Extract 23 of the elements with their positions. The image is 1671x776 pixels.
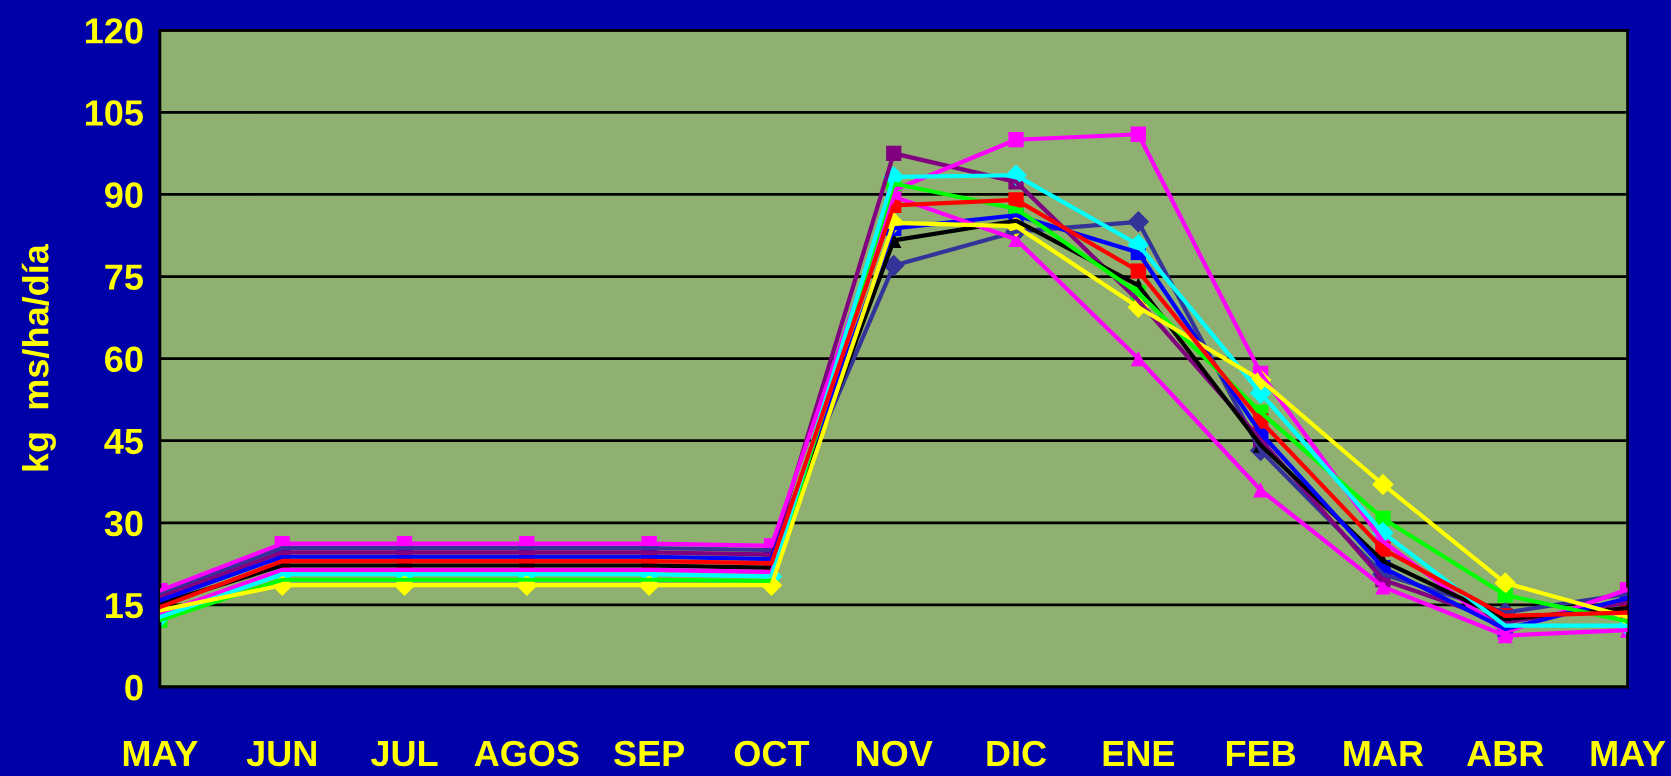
y-tick-label: 30 [104,510,143,537]
x-tick-label: NOV [857,740,933,767]
y-tick-label: 0 [125,674,143,701]
y-axis-title: kg ms/ha/día [21,244,56,471]
y-tick-label: 120 [85,18,143,44]
x-tick-label: JUL [370,741,438,767]
y-tick-label: 60 [105,346,143,373]
x-tick-label: ENE [1103,741,1175,766]
x-tick-label: MAY [123,741,198,766]
x-tick-label: DIC [987,740,1047,767]
y-tick-label: 90 [105,182,143,208]
x-tick-label: SEP [614,740,685,767]
x-tick-label: FEB [1226,741,1296,766]
x-tick-label: OCT [734,740,810,767]
y-tick-label: 105 [85,100,143,126]
y-tick-label: 15 [106,593,143,619]
y-tick-label: 45 [104,428,143,455]
x-tick-label: JUN [246,741,316,767]
x-tick-label: ABR [1467,741,1544,766]
x-tick-label: MAR [1344,741,1424,766]
x-tick-label: AGOS [474,740,579,767]
y-tick-label: 75 [105,264,143,290]
x-tick-label: MAY [1591,741,1666,766]
